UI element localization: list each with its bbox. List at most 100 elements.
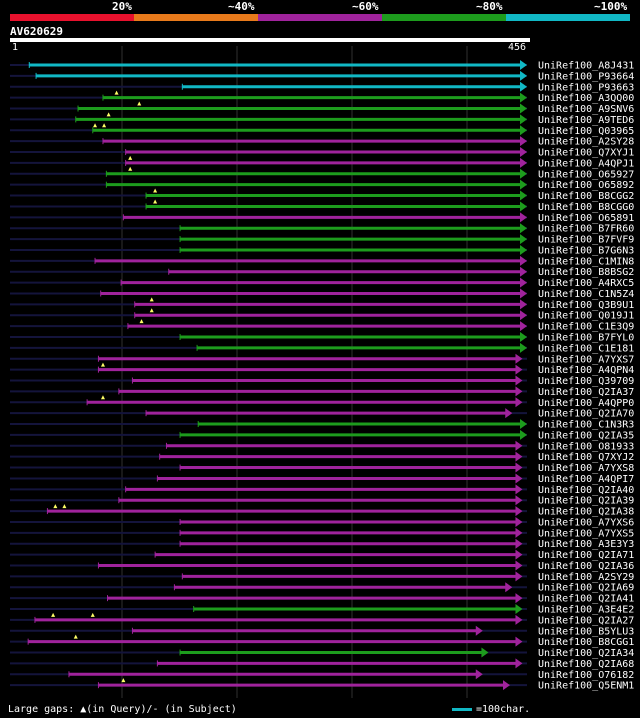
hit-arrow bbox=[520, 255, 527, 266]
hit-arrow bbox=[515, 538, 523, 549]
identity-legend-bar bbox=[10, 14, 630, 21]
hit-arrow bbox=[520, 288, 527, 299]
hit-label[interactable]: UniRef100_Q2IA40 bbox=[538, 485, 634, 496]
hit-arrow bbox=[515, 364, 523, 375]
hit-arrow bbox=[520, 244, 527, 255]
legend-segment bbox=[506, 14, 630, 21]
hit-label[interactable]: UniRef100_A9TED6 bbox=[538, 115, 634, 126]
query-gap-marker bbox=[149, 308, 154, 313]
hit-label[interactable]: UniRef100_A7YXS6 bbox=[538, 517, 634, 528]
hit-label[interactable]: UniRef100_O65927 bbox=[538, 169, 634, 180]
hit-label[interactable]: UniRef100_B8CGG1 bbox=[538, 637, 634, 648]
query-gap-marker bbox=[102, 123, 107, 128]
hit-label[interactable]: UniRef100_A7YXS5 bbox=[538, 528, 634, 539]
hit-label[interactable]: UniRef100_B7FYL0 bbox=[538, 333, 634, 344]
hit-arrow bbox=[515, 451, 523, 462]
hit-label[interactable]: UniRef100_C1E3Q9 bbox=[538, 322, 634, 333]
hit-arrow bbox=[515, 516, 523, 527]
hit-arrow bbox=[515, 375, 523, 386]
hit-label[interactable]: UniRef100_Q2IA70 bbox=[538, 409, 634, 420]
hit-label[interactable]: UniRef100_O76182 bbox=[538, 670, 634, 681]
hit-label[interactable]: UniRef100_B7G6N3 bbox=[538, 245, 634, 256]
hit-label[interactable]: UniRef100_Q2IA34 bbox=[538, 648, 634, 659]
hit-label[interactable]: UniRef100_C1N3R3 bbox=[538, 420, 634, 431]
scale-text: =100char. bbox=[476, 704, 531, 715]
hit-label[interactable]: UniRef100_P93664 bbox=[538, 71, 634, 82]
hit-label[interactable]: UniRef100_A4RXC5 bbox=[538, 278, 634, 289]
hit-label[interactable]: UniRef100_B5YLU3 bbox=[538, 626, 634, 637]
query-gap-marker bbox=[100, 362, 105, 367]
hit-arrow bbox=[515, 593, 523, 604]
hit-label[interactable]: UniRef100_B8CGG2 bbox=[538, 191, 634, 202]
hit-label[interactable]: UniRef100_O65891 bbox=[538, 213, 634, 224]
hit-label[interactable]: UniRef100_A7YXS7 bbox=[538, 354, 634, 365]
hit-label[interactable]: UniRef100_Q2IA36 bbox=[538, 561, 634, 572]
hit-label[interactable]: UniRef100_Q03965 bbox=[538, 126, 634, 137]
hit-label[interactable]: UniRef100_A9SNV6 bbox=[538, 104, 634, 115]
hit-label[interactable]: UniRef100_Q5ENM1 bbox=[538, 681, 634, 692]
hit-label[interactable]: UniRef100_A2SY28 bbox=[538, 137, 634, 148]
hit-arrow bbox=[515, 386, 523, 397]
hit-arrow bbox=[520, 234, 527, 245]
query-gap-marker bbox=[53, 504, 58, 509]
hit-label[interactable]: UniRef100_Q2IA71 bbox=[538, 550, 634, 561]
hit-label[interactable]: UniRef100_Q2IA69 bbox=[538, 583, 634, 594]
hit-label[interactable]: UniRef100_Q2IA37 bbox=[538, 387, 634, 398]
hit-arrow bbox=[481, 647, 489, 658]
hit-arrow bbox=[515, 658, 523, 669]
hit-label[interactable]: UniRef100_A4QPP0 bbox=[538, 398, 634, 409]
hit-label[interactable]: UniRef100_Q7XYJ1 bbox=[538, 148, 634, 159]
hit-arrow bbox=[520, 147, 527, 158]
hit-label[interactable]: UniRef100_C1N5Z4 bbox=[538, 289, 634, 300]
legend-label: ~60% bbox=[352, 0, 379, 13]
hit-label[interactable]: UniRef100_Q7XYJ2 bbox=[538, 452, 634, 463]
hit-label[interactable]: UniRef100_A3E4E2 bbox=[538, 605, 634, 616]
hit-label[interactable]: UniRef100_Q2IA35 bbox=[538, 430, 634, 441]
hit-label[interactable]: UniRef100_B8BSG2 bbox=[538, 267, 634, 278]
legend-segment bbox=[258, 14, 382, 21]
hit-label[interactable]: UniRef100_Q3B9U1 bbox=[538, 300, 634, 311]
hit-label[interactable]: UniRef100_Q2IA39 bbox=[538, 496, 634, 507]
hit-label[interactable]: UniRef100_A2SY29 bbox=[538, 572, 634, 583]
hit-arrow bbox=[520, 92, 527, 103]
hit-label[interactable]: UniRef100_O81933 bbox=[538, 441, 634, 452]
hit-label[interactable]: UniRef100_B7FVF9 bbox=[538, 235, 634, 246]
hit-arrow bbox=[515, 636, 523, 647]
query-gap-marker bbox=[139, 319, 144, 324]
hit-label[interactable]: UniRef100_A8J431 bbox=[538, 61, 634, 72]
hit-label[interactable]: UniRef100_A4QPI7 bbox=[538, 474, 634, 485]
hit-label[interactable]: UniRef100_Q019J1 bbox=[538, 311, 634, 322]
hit-label[interactable]: UniRef100_A7YXS8 bbox=[538, 463, 634, 474]
hit-label[interactable]: UniRef100_Q2IA41 bbox=[538, 594, 634, 605]
hit-label[interactable]: UniRef100_C1E181 bbox=[538, 343, 634, 354]
hit-label[interactable]: UniRef100_B8CGG0 bbox=[538, 202, 634, 213]
legend-label: ~80% bbox=[476, 0, 503, 13]
hit-arrow bbox=[520, 103, 527, 114]
query-ruler bbox=[10, 38, 530, 42]
hit-label[interactable]: UniRef100_Q2IA27 bbox=[538, 615, 634, 626]
ruler-end-label: 456 bbox=[508, 42, 527, 53]
hit-arrow bbox=[520, 419, 527, 430]
hit-label[interactable]: UniRef100_A3E3Y3 bbox=[538, 539, 634, 550]
hit-arrow bbox=[520, 342, 527, 353]
hit-label[interactable]: UniRef100_P93663 bbox=[538, 82, 634, 93]
hit-label[interactable]: UniRef100_C1MIN8 bbox=[538, 256, 634, 267]
hit-arrow bbox=[515, 549, 523, 560]
hit-label[interactable]: UniRef100_Q2IA68 bbox=[538, 659, 634, 670]
hit-arrow bbox=[520, 266, 527, 277]
hit-label[interactable]: UniRef100_A4QPN4 bbox=[538, 365, 634, 376]
hit-arrow bbox=[515, 614, 523, 625]
hit-arrow bbox=[515, 484, 523, 495]
hit-label[interactable]: UniRef100_O65892 bbox=[538, 180, 634, 191]
hit-label[interactable]: UniRef100_A4QPJ1 bbox=[538, 158, 634, 169]
legend-label: ~40% bbox=[228, 0, 255, 13]
hit-arrow bbox=[505, 582, 513, 593]
hit-arrow bbox=[520, 114, 527, 125]
hit-label[interactable]: UniRef100_A3QQ00 bbox=[538, 93, 634, 104]
query-gap-marker bbox=[137, 101, 142, 106]
legend-label: 20% bbox=[112, 0, 132, 13]
hit-label[interactable]: UniRef100_Q2IA38 bbox=[538, 507, 634, 518]
hit-label[interactable]: UniRef100_Q39709 bbox=[538, 376, 634, 387]
legend-segment bbox=[10, 14, 134, 21]
hit-label[interactable]: UniRef100_B7FR60 bbox=[538, 224, 634, 235]
